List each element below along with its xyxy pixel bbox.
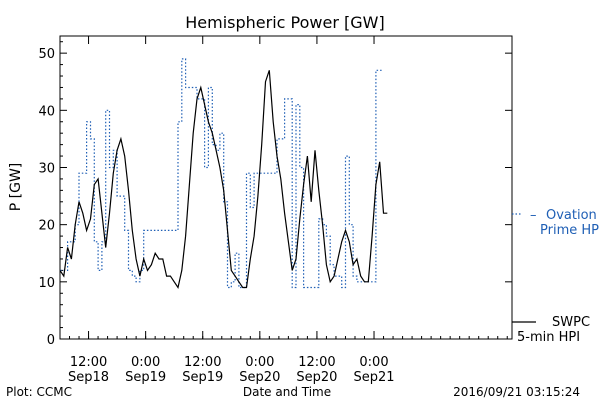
footer-timestamp: 2016/09/21 03:15:24 (453, 385, 580, 399)
legend-swpc-line1: SWPC (552, 315, 590, 330)
y-tick-label: 40 (38, 104, 55, 119)
x-tick-label-date: Sep20 (296, 370, 337, 385)
x-tick-label-date: Sep19 (125, 370, 166, 385)
y-tick-label: 30 (38, 161, 55, 176)
y-axis: 0 10 20 30 40 50 (38, 41, 512, 348)
x-tick-label-date: Sep20 (239, 370, 280, 385)
legend-swpc-line2: 5-min HPI (517, 330, 580, 345)
y-tick-label: 0 (47, 333, 55, 348)
plot-frame (59, 35, 513, 340)
legend-ovation-dash: – (530, 208, 537, 223)
y-axis-label: P [GW] (8, 163, 24, 212)
x-tick-label-date: Sep21 (353, 370, 394, 385)
x-tick-label-time: 0:00 (245, 355, 274, 370)
legend-ovation-line2: Prime HPI (540, 223, 600, 238)
y-tick-label: 20 (38, 219, 55, 234)
ovation-prime-series-line (60, 58, 384, 289)
swpc-series-line (59, 70, 388, 290)
x-tick-label-time: 12:00 (184, 355, 221, 370)
footer-x-axis-label: Date and Time (243, 385, 331, 399)
x-tick-label-date: Sep19 (182, 370, 223, 385)
chart-title: Hemispheric Power [GW] (185, 13, 384, 32)
x-tick-label-time: 12:00 (298, 355, 335, 370)
footer-plot-credit: Plot: CCMC (6, 385, 72, 399)
x-tick-label-time: 0:00 (359, 355, 388, 370)
x-tick-label-date: Sep18 (68, 370, 109, 385)
legend-ovation-line1: Ovation (546, 208, 597, 223)
x-tick-label-time: 0:00 (131, 355, 160, 370)
plot-area (59, 58, 388, 290)
y-tick-label: 10 (38, 276, 55, 291)
x-axis: 12:00Sep180:00Sep1912:00Sep190:00Sep2012… (59, 36, 508, 385)
x-tick-label-time: 12:00 (70, 355, 107, 370)
y-tick-label: 50 (38, 47, 55, 62)
